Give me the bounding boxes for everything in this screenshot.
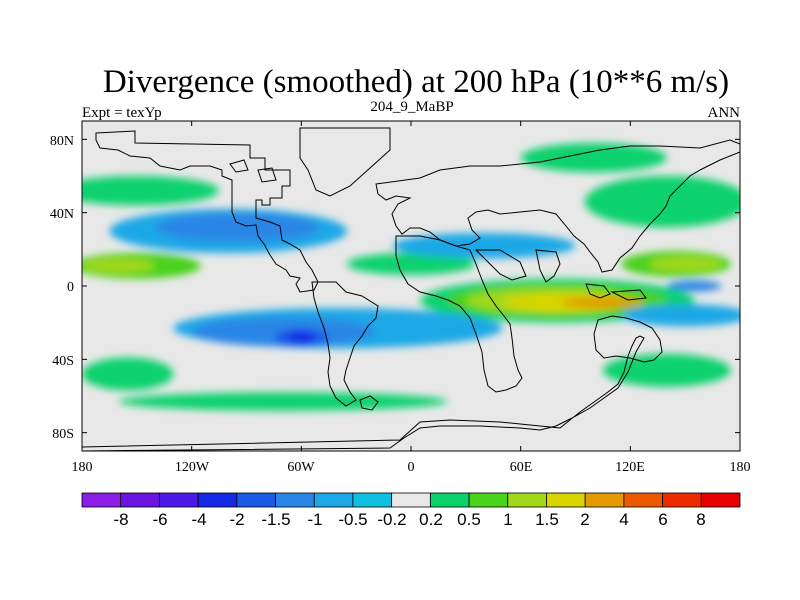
colorbar-swatch bbox=[391, 492, 431, 508]
colorbar-label: -1.5 bbox=[261, 510, 290, 529]
map-area bbox=[82, 121, 740, 451]
colorbar-swatch bbox=[429, 492, 470, 508]
y-tick-80s: 80S bbox=[52, 427, 74, 442]
divergence-patch bbox=[666, 280, 722, 292]
colorbar-label: -1 bbox=[307, 510, 322, 529]
colorbar-swatch bbox=[546, 492, 586, 508]
season-label: ANN bbox=[708, 105, 741, 121]
colorbar-swatch bbox=[584, 492, 625, 508]
colorbar-swatch bbox=[275, 492, 315, 508]
colorbar-swatch bbox=[313, 492, 354, 508]
colorbar-label: 4 bbox=[619, 510, 628, 529]
y-tick-0: 0 bbox=[67, 280, 74, 295]
coastline-outlines bbox=[82, 127, 740, 451]
x-tick-60e: 60E bbox=[510, 460, 533, 475]
x-tick-180w: 180 bbox=[72, 460, 93, 475]
divergence-patch bbox=[561, 297, 645, 308]
case-label: 204_9_MaBP bbox=[370, 99, 453, 115]
colorbar-swatch bbox=[159, 492, 199, 508]
x-tick-60w: 60W bbox=[287, 460, 315, 475]
experiment-label: Expt = texYp bbox=[82, 105, 162, 121]
colorbar-swatch bbox=[352, 492, 393, 508]
y-tick-40s: 40S bbox=[52, 354, 74, 369]
colorbar-label: -0.5 bbox=[338, 510, 367, 529]
colorbar-swatch bbox=[120, 492, 160, 508]
colorbar-swatch bbox=[507, 492, 547, 508]
colorbar-label: -4 bbox=[191, 510, 206, 529]
colorbar-swatch bbox=[662, 492, 702, 508]
divergence-patch bbox=[118, 392, 448, 411]
arabia-india-outline bbox=[474, 249, 561, 283]
x-tick-120e: 120E bbox=[615, 460, 645, 475]
colorbar-label: 8 bbox=[696, 510, 705, 529]
colorbar-swatch bbox=[623, 492, 663, 508]
antarctica-outline bbox=[82, 335, 645, 451]
colorbar-swatch bbox=[236, 492, 276, 508]
y-tick-80n: 80N bbox=[50, 134, 74, 149]
colorbar-label: 6 bbox=[658, 510, 667, 529]
divergence-patch bbox=[584, 176, 740, 228]
divergence-patch bbox=[155, 212, 320, 242]
colorbar-swatch bbox=[197, 492, 238, 508]
axis-ticks bbox=[81, 121, 741, 451]
colorbar-label: 1 bbox=[503, 510, 512, 529]
africa-outline bbox=[395, 235, 523, 393]
divergence-patch bbox=[82, 258, 156, 274]
x-tick-0: 0 bbox=[408, 460, 415, 475]
colorbar-label: 0.2 bbox=[419, 510, 443, 529]
divergence-patch bbox=[621, 304, 740, 327]
colorbar-swatch bbox=[81, 492, 122, 508]
colorbar-label: 2 bbox=[580, 510, 589, 529]
australia-outline bbox=[593, 315, 663, 363]
colorbar-label: -0.2 bbox=[377, 510, 406, 529]
colorbar-label: -6 bbox=[152, 510, 167, 529]
divergence-patch bbox=[287, 331, 316, 343]
colorbar-label: -2 bbox=[229, 510, 244, 529]
south-america-outline bbox=[311, 281, 379, 407]
y-tick-40n: 40N bbox=[50, 207, 74, 222]
greenland-outline bbox=[299, 127, 391, 197]
divergence-patch bbox=[520, 143, 667, 173]
divergence-patch bbox=[347, 253, 475, 275]
divergence-patch bbox=[392, 232, 576, 259]
colorbar-label: 0.5 bbox=[457, 510, 481, 529]
colorbar-swatch bbox=[468, 492, 509, 508]
colorbar-label: -8 bbox=[113, 510, 128, 529]
eurasia-outline bbox=[375, 139, 740, 273]
map-title: Divergence (smoothed) at 200 hPa (10**6 … bbox=[103, 64, 729, 100]
x-tick-120w: 120W bbox=[175, 460, 210, 475]
colorbar-labels: -8 -6 -4 -2 -1.5 -1 -0.5 -0.2 0.2 0.5 1 … bbox=[113, 510, 705, 529]
divergence-patch bbox=[648, 256, 722, 272]
colorbar-swatch bbox=[700, 492, 741, 508]
colorbar bbox=[81, 492, 741, 508]
x-tick-180e: 180 bbox=[730, 460, 751, 475]
north-america-outline bbox=[95, 130, 319, 293]
divergence-shading bbox=[82, 143, 740, 411]
arctic-islands-outline bbox=[229, 159, 277, 183]
colorbar-label: 1.5 bbox=[535, 510, 559, 529]
antarctic-peninsula-outline bbox=[359, 395, 379, 411]
divergence-patch bbox=[82, 176, 220, 206]
divergence-patch bbox=[602, 353, 731, 387]
divergence-patch bbox=[82, 357, 174, 391]
maritime-continent-outline bbox=[585, 283, 647, 301]
